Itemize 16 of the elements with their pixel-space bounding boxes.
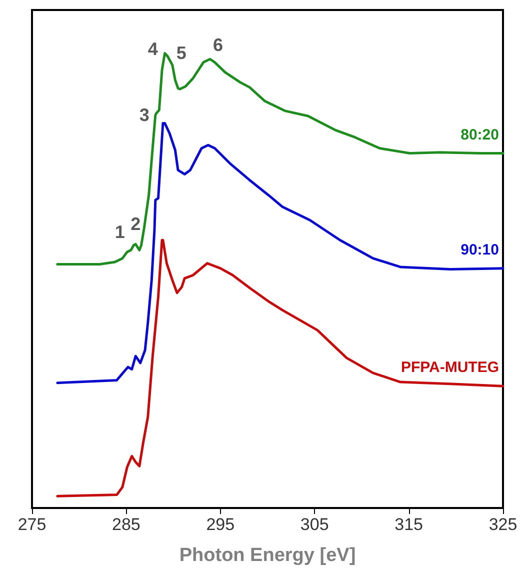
x-tick-label: 305 xyxy=(300,515,329,534)
annotation: 6 xyxy=(213,35,224,56)
annotation: 4 xyxy=(148,39,158,60)
x-tick-label: 325 xyxy=(488,515,518,534)
series-label: 90:10 xyxy=(460,241,499,258)
annotation: 5 xyxy=(176,43,186,64)
x-axis-title: Photon Energy [eV] xyxy=(179,545,356,566)
x-tick-label: 275 xyxy=(18,515,46,534)
series-label: 80:20 xyxy=(460,126,499,144)
x-tick-label: 295 xyxy=(206,515,235,534)
x-tick-label: 285 xyxy=(112,515,140,534)
x-tick-label: 315 xyxy=(394,515,423,534)
annotation: 2 xyxy=(130,214,141,234)
annotation: 1 xyxy=(114,222,125,242)
series-label: PFPA-MUTEG xyxy=(400,359,499,376)
annotation: 3 xyxy=(139,105,150,126)
